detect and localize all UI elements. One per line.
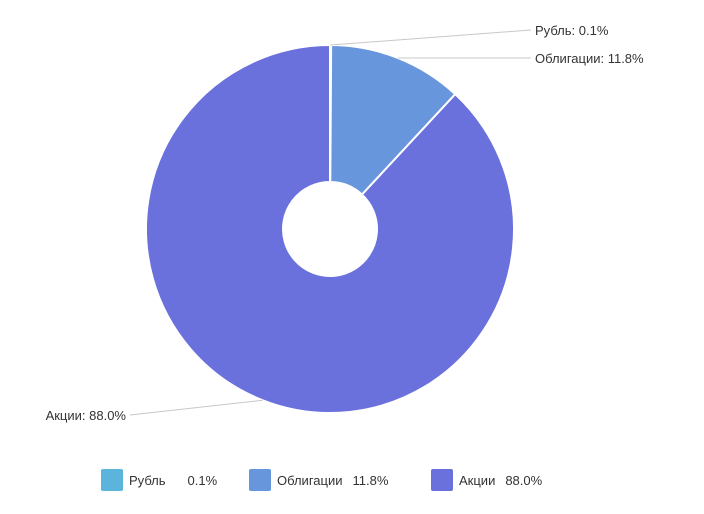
legend-swatch-stocks (431, 469, 453, 491)
legend-name-bonds: Облигации (277, 472, 343, 488)
legend-item-stocks[interactable]: Акции 88.0% (431, 466, 542, 494)
legend-value-rub: 0.1% (187, 472, 218, 488)
slice-stocks[interactable] (145, 43, 515, 414)
legend-value-stocks: 88.0% (505, 472, 543, 488)
legend-item-rub[interactable]: Рубль 0.1% (101, 466, 217, 494)
legend-swatch-bonds (249, 469, 271, 491)
slice-label-bonds: Облигации: 11.8% (535, 51, 644, 66)
legend-item-bonds[interactable]: Облигации 11.8% (249, 466, 388, 494)
slice-label-stocks: Акции: 88.0% (46, 408, 127, 423)
legend-value-bonds: 11.8% (352, 472, 389, 488)
slice-bonds[interactable] (329, 43, 457, 196)
legend-name-rub: Рубль (129, 472, 166, 488)
slice-label-rub: Рубль: 0.1% (535, 23, 609, 38)
chart-legend: Рубль 0.1% Облигации 11.8% Акции 88.0% (0, 466, 704, 496)
legend-swatch-rub (101, 469, 123, 491)
leader-line-stocks (129, 399, 263, 416)
leader-line-rub (330, 29, 532, 46)
legend-name-stocks: Акции (459, 472, 496, 488)
